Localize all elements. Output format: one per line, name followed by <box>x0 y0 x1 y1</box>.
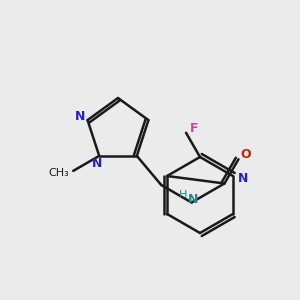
Text: N: N <box>238 172 248 185</box>
Text: N: N <box>188 193 199 206</box>
Text: N: N <box>74 110 85 123</box>
Text: O: O <box>240 148 251 161</box>
Text: N: N <box>92 158 102 170</box>
Text: H: H <box>179 190 188 200</box>
Text: F: F <box>190 122 198 135</box>
Text: CH₃: CH₃ <box>49 168 70 178</box>
